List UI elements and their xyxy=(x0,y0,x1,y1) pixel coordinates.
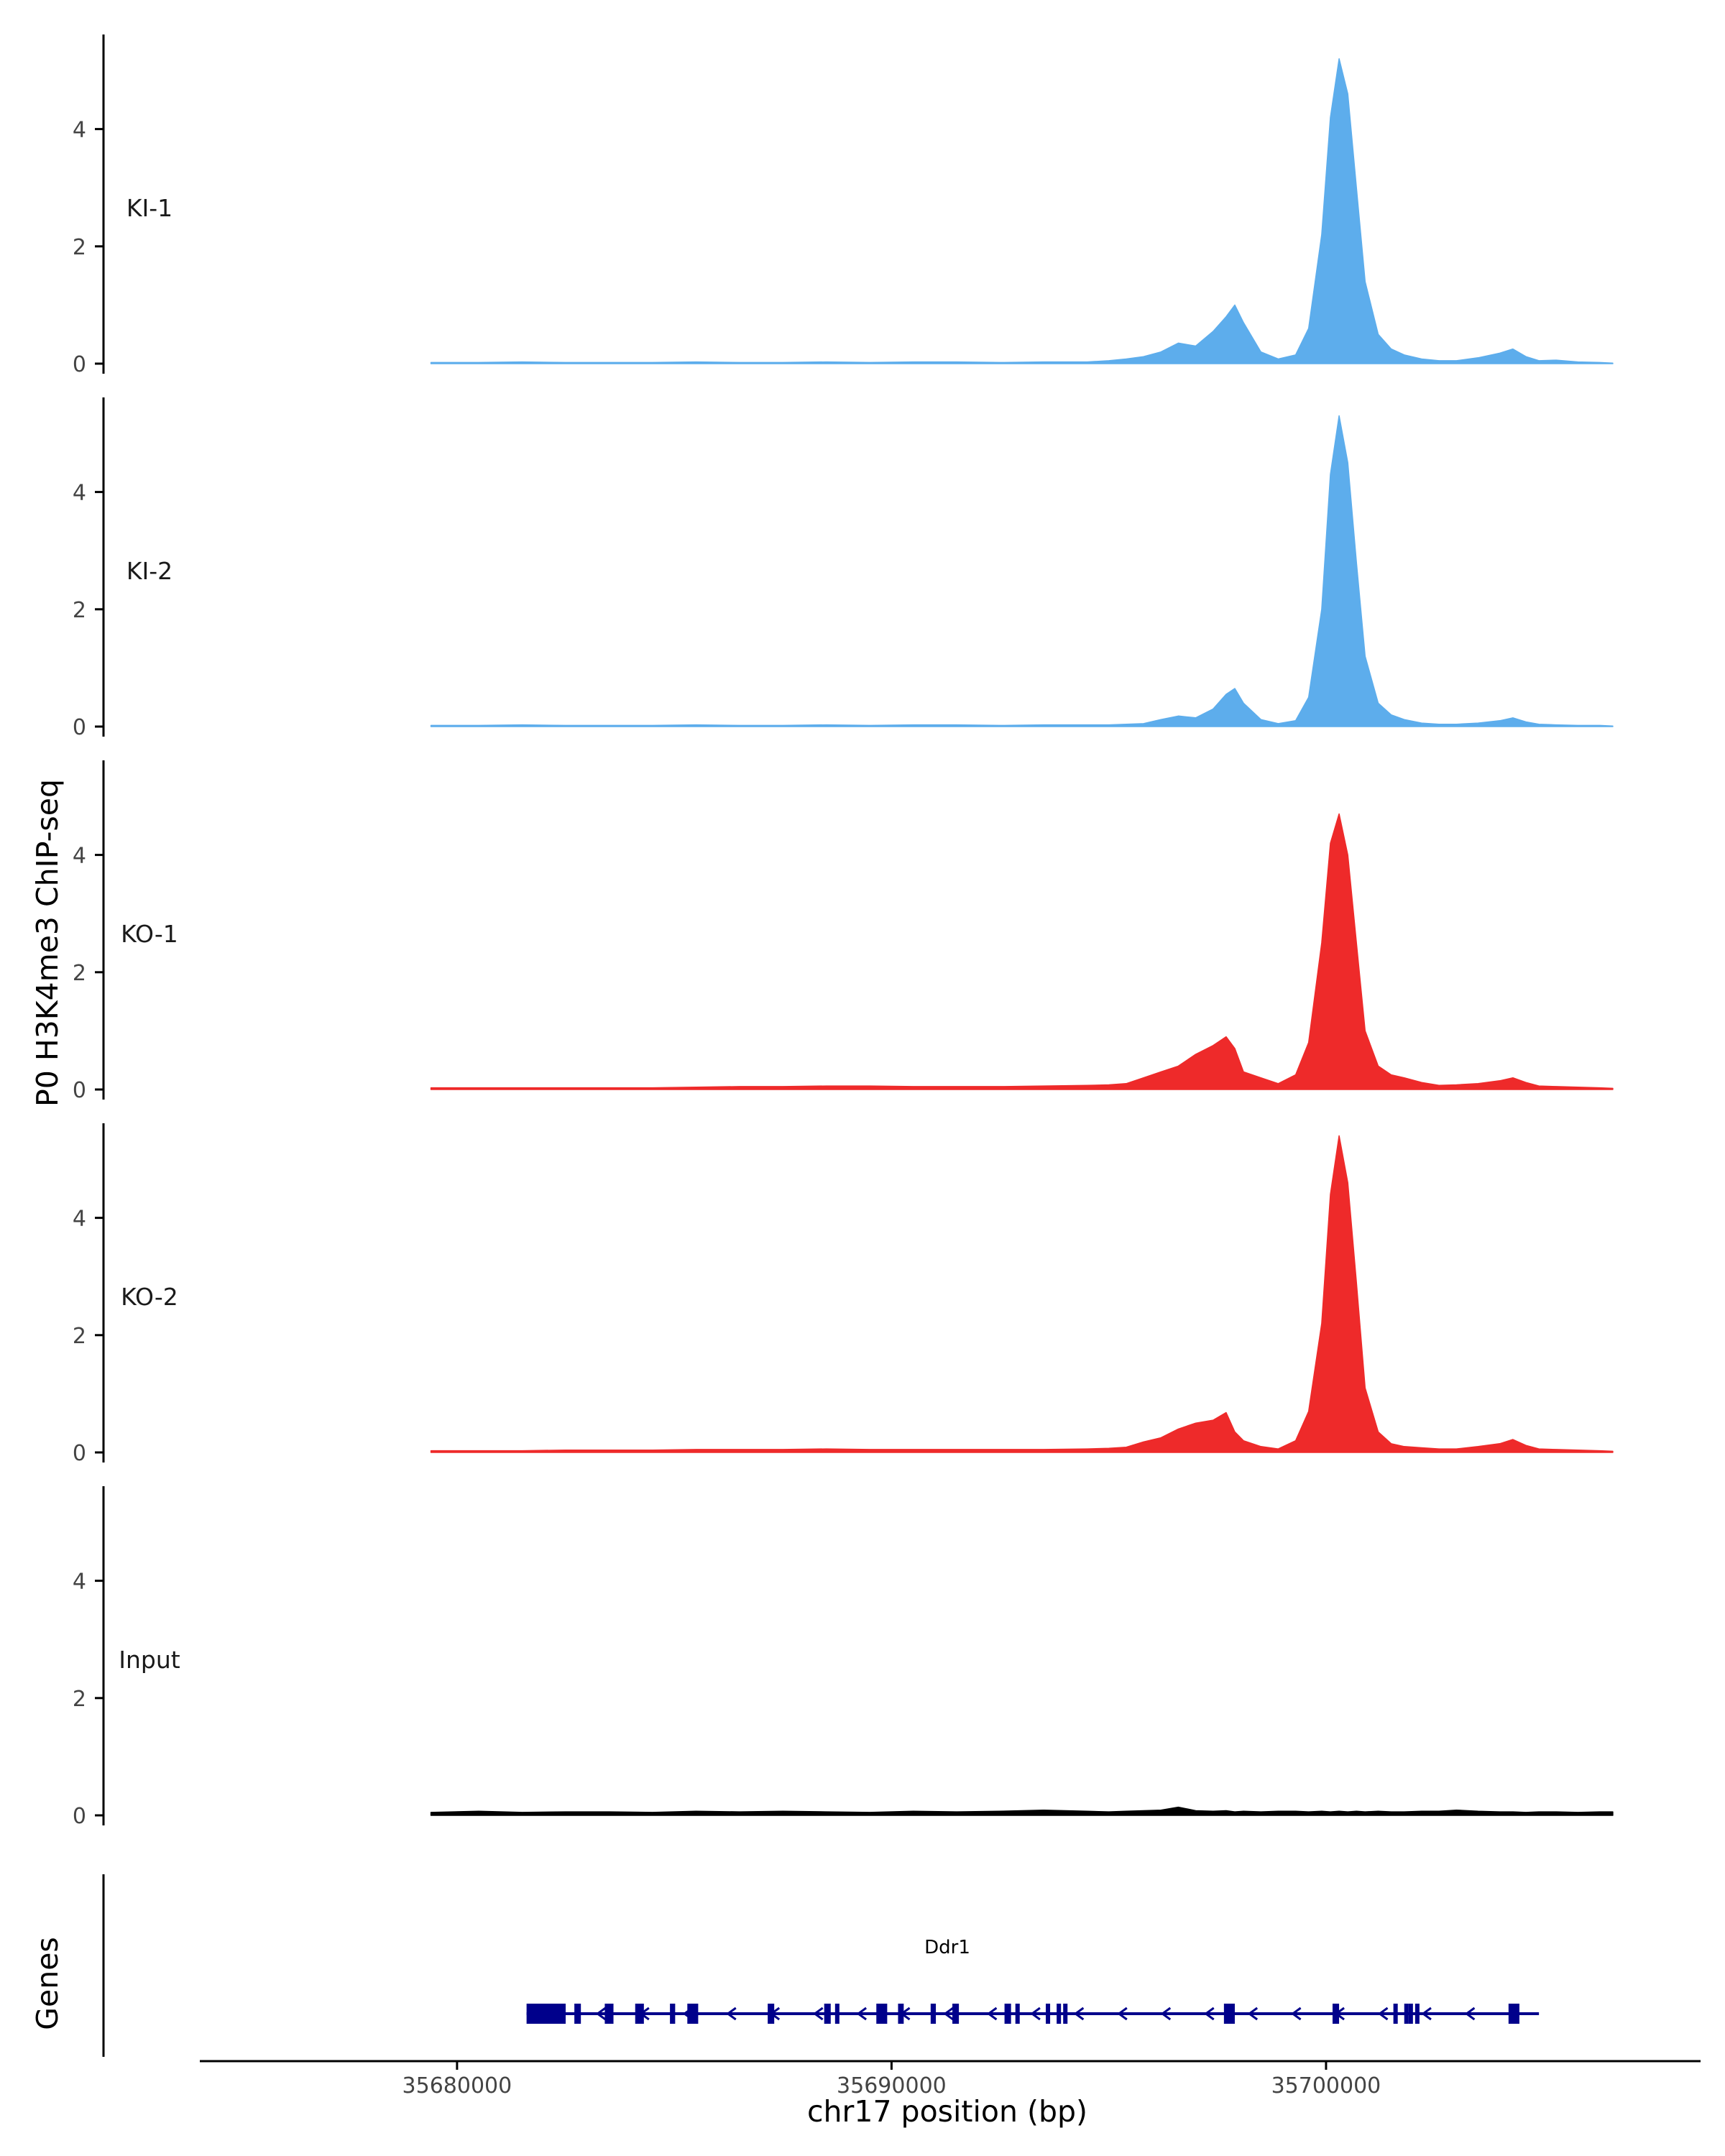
track-label-ko-1: KO-1 xyxy=(121,920,178,948)
strand-arrow-icon xyxy=(1247,2007,1259,2021)
y-tick-label-input-0: 0 xyxy=(73,1804,86,1829)
x-tick-label-35690000: 35690000 xyxy=(837,2073,947,2099)
exon-8 xyxy=(824,2004,831,2024)
exon-24 xyxy=(1414,2004,1420,2024)
strand-arrow-icon xyxy=(1117,2007,1128,2021)
area-series-input xyxy=(430,1806,1614,1816)
y-tick-label-ko-2-0: 0 xyxy=(73,1441,86,1466)
exon-16 xyxy=(1046,2004,1051,2024)
exon-11 xyxy=(898,2004,904,2024)
y-tick-label-ko-2-2: 2 xyxy=(73,1324,86,1349)
area-series-ki-2 xyxy=(430,415,1614,727)
strand-arrow-icon xyxy=(943,2007,954,2021)
strand-arrow-icon xyxy=(1204,2007,1215,2021)
strand-arrow-icon xyxy=(1291,2007,1302,2021)
strand-arrow-icon xyxy=(1464,2007,1476,2021)
x-axis-title: chr17 position (bp) xyxy=(807,2094,1087,2129)
y-tick-label-ki-2-0: 0 xyxy=(73,715,86,740)
area-series-ko-1 xyxy=(430,813,1614,1090)
y-tick-label-input-4: 4 xyxy=(73,1570,86,1595)
exon-1 xyxy=(526,2004,566,2024)
x-tick-label-35680000: 35680000 xyxy=(402,2073,512,2099)
track-label-ki-1: KI-1 xyxy=(126,194,172,222)
exon-4 xyxy=(635,2004,644,2024)
y-axis-title: P0 H3K4me3 ChIP-seq xyxy=(30,779,65,1107)
y-tick-label-ki-1-4: 4 xyxy=(73,118,86,143)
strand-arrow-icon xyxy=(813,2007,824,2021)
strand-arrow-icon xyxy=(856,2007,867,2021)
exon-22 xyxy=(1404,2004,1409,2024)
track-ki-2: KI-2 xyxy=(126,557,172,585)
exon-12 xyxy=(930,2004,937,2024)
y-tick-label-ki-1-2: 2 xyxy=(73,235,86,260)
track-label-ki-2: KI-2 xyxy=(126,557,172,585)
track-ki-1: KI-1 xyxy=(126,194,172,222)
y-tick-label-ki-1-0: 0 xyxy=(73,352,86,377)
track-label-ko-2: KO-2 xyxy=(121,1283,178,1311)
exon-23 xyxy=(1408,2004,1413,2024)
y-tick-label-ko-2-4: 4 xyxy=(73,1207,86,1232)
y-tick-label-ki-2-4: 4 xyxy=(73,481,86,506)
exon-20 xyxy=(1332,2004,1340,2024)
area-series-ki-1 xyxy=(430,57,1614,364)
exon-21 xyxy=(1393,2004,1398,2024)
exon-7 xyxy=(768,2004,775,2024)
strand-arrow-icon xyxy=(1160,2007,1172,2021)
exon-14 xyxy=(1004,2004,1011,2024)
exon-5 xyxy=(670,2004,676,2024)
y-tick-label-input-2: 2 xyxy=(73,1687,86,1712)
exon-10 xyxy=(876,2004,888,2024)
exon-3 xyxy=(604,2004,614,2024)
exon-13 xyxy=(952,2004,960,2024)
y-tick-label-ko-1-4: 4 xyxy=(73,844,86,869)
exon-9 xyxy=(834,2004,840,2024)
y-tick-label-ko-1-2: 2 xyxy=(73,961,86,986)
strand-arrow-icon xyxy=(1421,2007,1432,2021)
exon-18 xyxy=(1063,2004,1068,2024)
exon-6 xyxy=(687,2004,699,2024)
gene-name-label: Ddr1 xyxy=(924,1937,970,1958)
track-input: Input xyxy=(119,1646,180,1674)
track-ko-1: KO-1 xyxy=(121,920,178,948)
strand-arrow-icon xyxy=(986,2007,998,2021)
strand-arrow-icon xyxy=(726,2007,737,2021)
track-ko-2: KO-2 xyxy=(121,1283,178,1311)
strand-arrow-icon xyxy=(595,2007,607,2021)
y-tick-label-ki-2-2: 2 xyxy=(73,598,86,623)
area-series-ko-2 xyxy=(430,1135,1614,1453)
track-label-input: Input xyxy=(119,1646,180,1674)
exon-15 xyxy=(1015,2004,1020,2024)
exon-17 xyxy=(1057,2004,1062,2024)
y-tick-label-ko-1-0: 0 xyxy=(73,1078,86,1103)
strand-arrow-icon xyxy=(1377,2007,1389,2021)
exon-2 xyxy=(574,2004,581,2024)
strand-arrow-icon xyxy=(1030,2007,1041,2021)
x-tick-label-35700000: 35700000 xyxy=(1271,2073,1381,2099)
genes-track-title: Genes xyxy=(30,1937,65,2030)
strand-arrow-icon xyxy=(1073,2007,1085,2021)
exon-25 xyxy=(1508,2004,1519,2024)
exon-19 xyxy=(1223,2004,1235,2024)
